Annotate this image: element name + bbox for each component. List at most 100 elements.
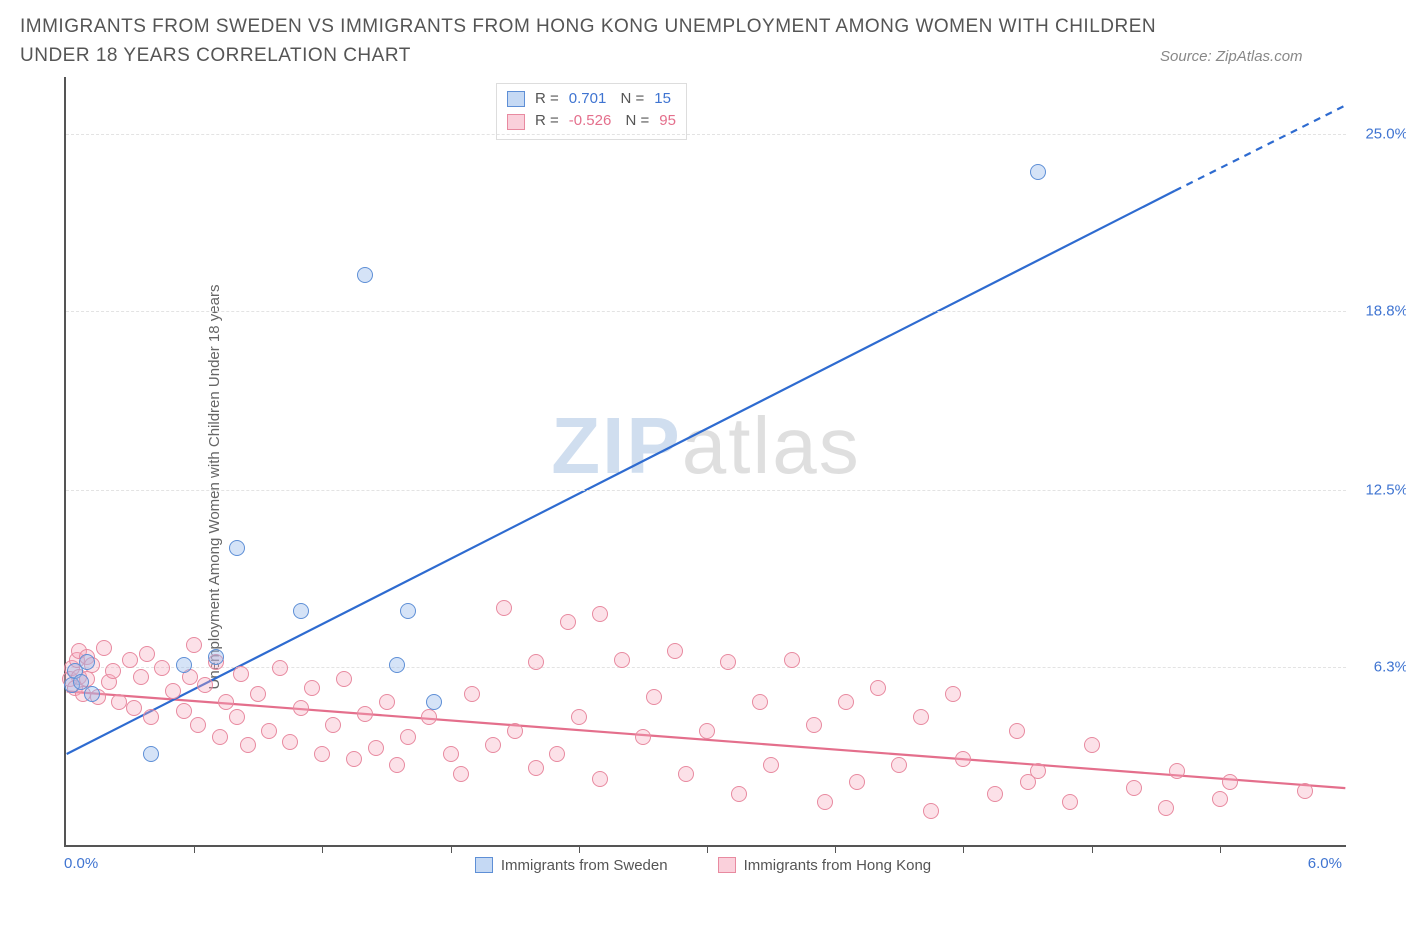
data-point-hongkong xyxy=(1084,737,1100,753)
data-point-hongkong xyxy=(485,737,501,753)
data-point-hongkong xyxy=(571,709,587,725)
data-point-hongkong xyxy=(549,746,565,762)
swatch-hongkong xyxy=(718,857,736,873)
gridline xyxy=(66,490,1346,491)
data-point-sweden xyxy=(426,694,442,710)
data-point-hongkong xyxy=(1222,774,1238,790)
data-point-hongkong xyxy=(212,729,228,745)
data-point-hongkong xyxy=(923,803,939,819)
data-point-sweden xyxy=(389,657,405,673)
data-point-sweden xyxy=(357,267,373,283)
data-point-hongkong xyxy=(507,723,523,739)
data-point-hongkong xyxy=(720,654,736,670)
data-point-hongkong xyxy=(421,709,437,725)
n-value-hongkong: 95 xyxy=(659,110,676,133)
data-point-hongkong xyxy=(1169,763,1185,779)
data-point-hongkong xyxy=(838,694,854,710)
r-label: R = xyxy=(535,110,559,133)
x-tick xyxy=(835,845,836,853)
r-label: R = xyxy=(535,88,559,111)
data-point-hongkong xyxy=(293,700,309,716)
data-point-hongkong xyxy=(443,746,459,762)
stats-row-sweden: R = 0.701 N = 15 xyxy=(507,88,676,111)
data-point-hongkong xyxy=(96,640,112,656)
data-point-hongkong xyxy=(233,666,249,682)
y-tick-label: 12.5% xyxy=(1352,482,1406,499)
data-point-sweden xyxy=(229,540,245,556)
n-label: N = xyxy=(616,88,644,111)
data-point-hongkong xyxy=(891,757,907,773)
x-tick xyxy=(194,845,195,853)
data-point-hongkong xyxy=(229,709,245,725)
data-point-hongkong xyxy=(464,686,480,702)
data-point-hongkong xyxy=(139,646,155,662)
r-value-sweden: 0.701 xyxy=(569,88,607,111)
data-point-hongkong xyxy=(1297,783,1313,799)
data-point-hongkong xyxy=(165,683,181,699)
data-point-hongkong xyxy=(667,643,683,659)
data-point-hongkong xyxy=(1062,794,1078,810)
data-point-hongkong xyxy=(368,740,384,756)
data-point-hongkong xyxy=(346,751,362,767)
y-tick-label: 25.0% xyxy=(1352,125,1406,142)
data-point-hongkong xyxy=(325,717,341,733)
data-point-hongkong xyxy=(122,652,138,668)
legend-item-sweden: Immigrants from Sweden xyxy=(475,857,668,874)
data-point-hongkong xyxy=(336,671,352,687)
data-point-hongkong xyxy=(592,771,608,787)
data-point-hongkong xyxy=(955,751,971,767)
data-point-hongkong xyxy=(126,700,142,716)
data-point-hongkong xyxy=(614,652,630,668)
data-point-hongkong xyxy=(176,703,192,719)
x-tick xyxy=(963,845,964,853)
data-point-hongkong xyxy=(453,766,469,782)
swatch-hongkong xyxy=(507,114,525,130)
data-point-hongkong xyxy=(945,686,961,702)
stats-legend: R = 0.701 N = 15 R = -0.526 N = 95 xyxy=(496,83,687,140)
source-attribution: Source: ZipAtlas.com xyxy=(1160,48,1313,71)
data-point-hongkong xyxy=(1158,800,1174,816)
data-point-hongkong xyxy=(154,660,170,676)
legend-label-hongkong: Immigrants from Hong Kong xyxy=(744,857,932,874)
n-label: N = xyxy=(621,110,649,133)
data-point-sweden xyxy=(400,603,416,619)
x-tick xyxy=(1092,845,1093,853)
data-point-hongkong xyxy=(143,709,159,725)
data-point-hongkong xyxy=(400,729,416,745)
r-value-hongkong: -0.526 xyxy=(569,110,612,133)
data-point-hongkong xyxy=(250,686,266,702)
data-point-hongkong xyxy=(870,680,886,696)
x-tick xyxy=(322,845,323,853)
gridline xyxy=(66,134,1346,135)
data-point-hongkong xyxy=(913,709,929,725)
data-point-hongkong xyxy=(678,766,694,782)
data-point-hongkong xyxy=(987,786,1003,802)
data-point-hongkong xyxy=(806,717,822,733)
x-tick xyxy=(1220,845,1221,853)
data-point-hongkong xyxy=(1126,780,1142,796)
data-point-hongkong xyxy=(272,660,288,676)
watermark: ZIPatlas xyxy=(551,400,860,492)
data-point-hongkong xyxy=(646,689,662,705)
data-point-hongkong xyxy=(496,600,512,616)
n-value-sweden: 15 xyxy=(654,88,671,111)
data-point-sweden xyxy=(79,654,95,670)
gridline xyxy=(66,667,1346,668)
data-point-hongkong xyxy=(190,717,206,733)
data-point-hongkong xyxy=(731,786,747,802)
legend-label-sweden: Immigrants from Sweden xyxy=(501,857,668,874)
gridline xyxy=(66,311,1346,312)
data-point-hongkong xyxy=(261,723,277,739)
data-point-hongkong xyxy=(133,669,149,685)
swatch-sweden xyxy=(507,91,525,107)
data-point-hongkong xyxy=(817,794,833,810)
data-point-sweden xyxy=(84,686,100,702)
data-point-sweden xyxy=(1030,164,1046,180)
y-tick-label: 18.8% xyxy=(1352,302,1406,319)
chart-title: IMMIGRANTS FROM SWEDEN VS IMMIGRANTS FRO… xyxy=(20,12,1160,71)
data-point-sweden xyxy=(176,657,192,673)
data-point-hongkong xyxy=(528,654,544,670)
data-point-hongkong xyxy=(1030,763,1046,779)
data-point-hongkong xyxy=(1009,723,1025,739)
x-tick xyxy=(451,845,452,853)
